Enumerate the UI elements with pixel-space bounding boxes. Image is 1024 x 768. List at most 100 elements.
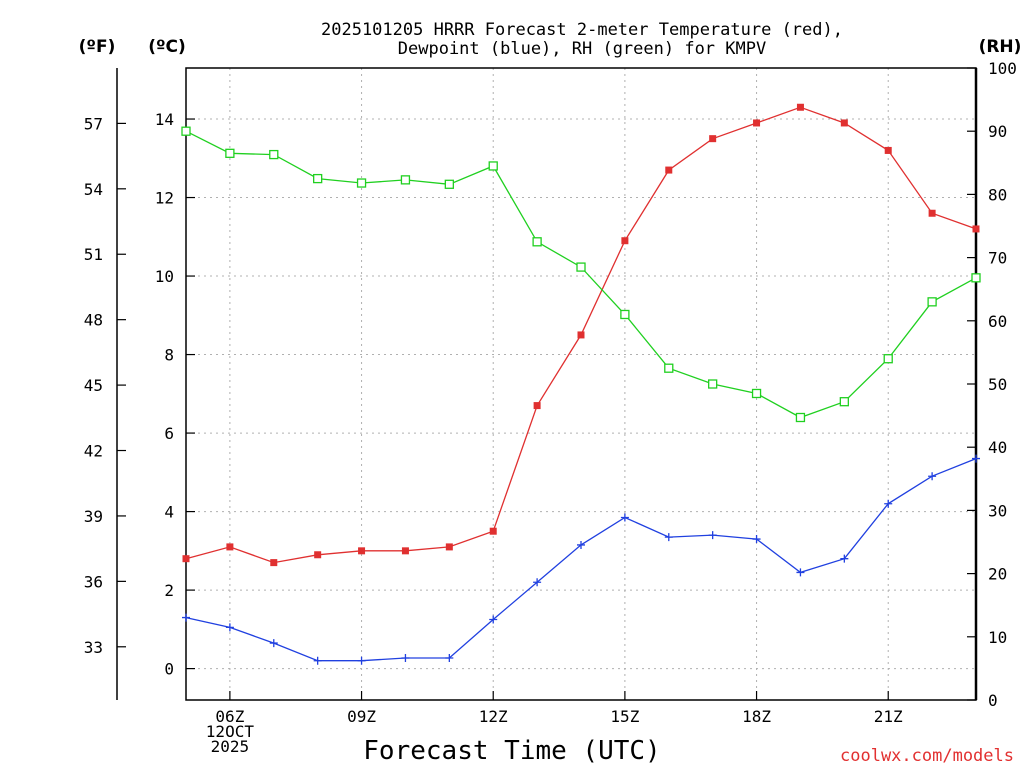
rh-tick-label: 60	[988, 312, 1007, 331]
temperature-point	[182, 555, 190, 563]
dewpoint-point	[884, 499, 893, 508]
fahrenheit-axis-unit: (ºF)	[79, 37, 116, 57]
rh-tick-label: 40	[988, 438, 1007, 457]
rh-point	[751, 388, 762, 399]
rh-point	[795, 412, 806, 423]
temperature-point	[445, 543, 453, 551]
dewpoint-point	[664, 533, 673, 542]
rh-point	[313, 173, 323, 184]
temperature-point	[621, 237, 629, 245]
fahrenheit-axis: 33 36 39 42 45 48 51 54 57	[84, 114, 126, 657]
dewpoint-point	[357, 656, 366, 665]
chart-title-line2: Dewpoint (blue), RH (green) for KMPV	[398, 39, 766, 59]
celsius-tick-label: 6	[164, 424, 174, 443]
dewpoint-point	[752, 535, 761, 544]
rh-tick-label: 20	[988, 565, 1007, 584]
time-tick-label: 06Z	[215, 707, 244, 726]
celsius-tick-label: 4	[164, 503, 174, 522]
x-axis-label: Forecast Time (UTC)	[363, 736, 660, 766]
fahrenheit-tick-label: 39	[84, 507, 103, 526]
temperature-point	[270, 559, 278, 567]
time-tick-label: 12OCT	[206, 722, 255, 741]
temperature-point	[358, 547, 366, 555]
dewpoint-point	[708, 531, 717, 540]
fahrenheit-tick-label: 57	[84, 114, 103, 133]
celsius-tick-label: 8	[164, 346, 174, 365]
rh-tick-label: 90	[988, 122, 1007, 141]
dewpoint-point	[533, 578, 542, 587]
temperature-point	[489, 527, 497, 535]
rh-tick-label: 30	[988, 501, 1007, 520]
rh-point	[927, 297, 937, 307]
fahrenheit-tick-label: 33	[84, 638, 103, 657]
celsius-tick-label: 0	[164, 660, 174, 679]
rh-point	[181, 126, 191, 136]
dewpoint-point	[445, 653, 454, 662]
temperature-point	[753, 119, 761, 127]
rh-point	[971, 273, 981, 283]
rh-point	[620, 309, 630, 320]
fahrenheit-tick-label: 48	[84, 311, 103, 330]
celsius-tick-label: 12	[155, 189, 174, 208]
time-tick-label: 15Z	[610, 707, 639, 726]
dewpoint-point	[796, 568, 805, 577]
time-tick-label: 09Z	[347, 707, 376, 726]
rh-point	[400, 175, 411, 185]
temperature-point	[533, 402, 541, 410]
temperature-point	[709, 135, 717, 143]
temperature-point	[577, 331, 585, 339]
temperature-point	[796, 103, 804, 111]
celsius-tick-label: 14	[155, 110, 174, 129]
rh-tick-label: 80	[988, 185, 1007, 204]
time-tick-label: 2025	[211, 737, 250, 756]
dewpoint-point	[928, 472, 937, 481]
rh-axis: 0 10 20 30 40 50 60 70 80 90 100	[967, 59, 1017, 710]
dewpoint-line	[185, 457, 977, 662]
fahrenheit-tick-label: 54	[84, 180, 103, 199]
dewpoint-point	[269, 639, 278, 648]
rh-point	[269, 149, 279, 160]
temperature-point	[226, 543, 234, 551]
series-layer	[181, 103, 981, 665]
dewpoint-point	[313, 656, 322, 665]
rh-tick-label: 10	[988, 628, 1007, 647]
temperature-point	[972, 225, 980, 233]
rh-point	[708, 379, 718, 389]
rh-point	[532, 237, 542, 247]
rh-point	[664, 363, 674, 373]
temperature-point	[840, 119, 848, 127]
fahrenheit-tick-label: 51	[84, 245, 103, 264]
dewpoint-point	[840, 554, 849, 563]
time-tick-label: 21Z	[874, 707, 903, 726]
temperature-point	[665, 166, 673, 174]
rh-tick-label: 70	[988, 249, 1007, 268]
fahrenheit-tick-label: 42	[84, 442, 103, 461]
temperature-point	[401, 547, 409, 555]
dewpoint-point	[972, 454, 980, 463]
rh-point	[488, 161, 498, 171]
plot-frame	[185, 67, 977, 701]
chart-title-line1: 2025101205 HRRR Forecast 2-meter Tempera…	[321, 20, 843, 40]
celsius-axis: 0 2 4 6 8 10 12 14	[155, 110, 195, 679]
rh-tick-label: 100	[988, 59, 1017, 78]
fahrenheit-tick-label: 36	[84, 572, 103, 591]
time-tick-label: 18Z	[742, 707, 771, 726]
dewpoint-point	[489, 615, 498, 624]
rh-point	[839, 397, 849, 407]
rh-line	[185, 130, 977, 419]
fahrenheit-tick-label: 45	[84, 376, 103, 395]
dewpoint-point	[182, 613, 190, 622]
dewpoint-point	[225, 623, 234, 632]
dewpoint-point	[401, 653, 410, 662]
celsius-axis-unit: (ºC)	[148, 37, 186, 57]
celsius-tick-label: 2	[164, 581, 174, 600]
dewpoint-point	[620, 513, 629, 522]
gridlines	[186, 68, 976, 700]
rh-axis-unit: (RH)	[979, 37, 1022, 57]
rh-point	[225, 148, 235, 158]
dewpoint-point	[577, 540, 585, 549]
rh-point	[444, 179, 454, 189]
rh-point	[883, 354, 893, 364]
